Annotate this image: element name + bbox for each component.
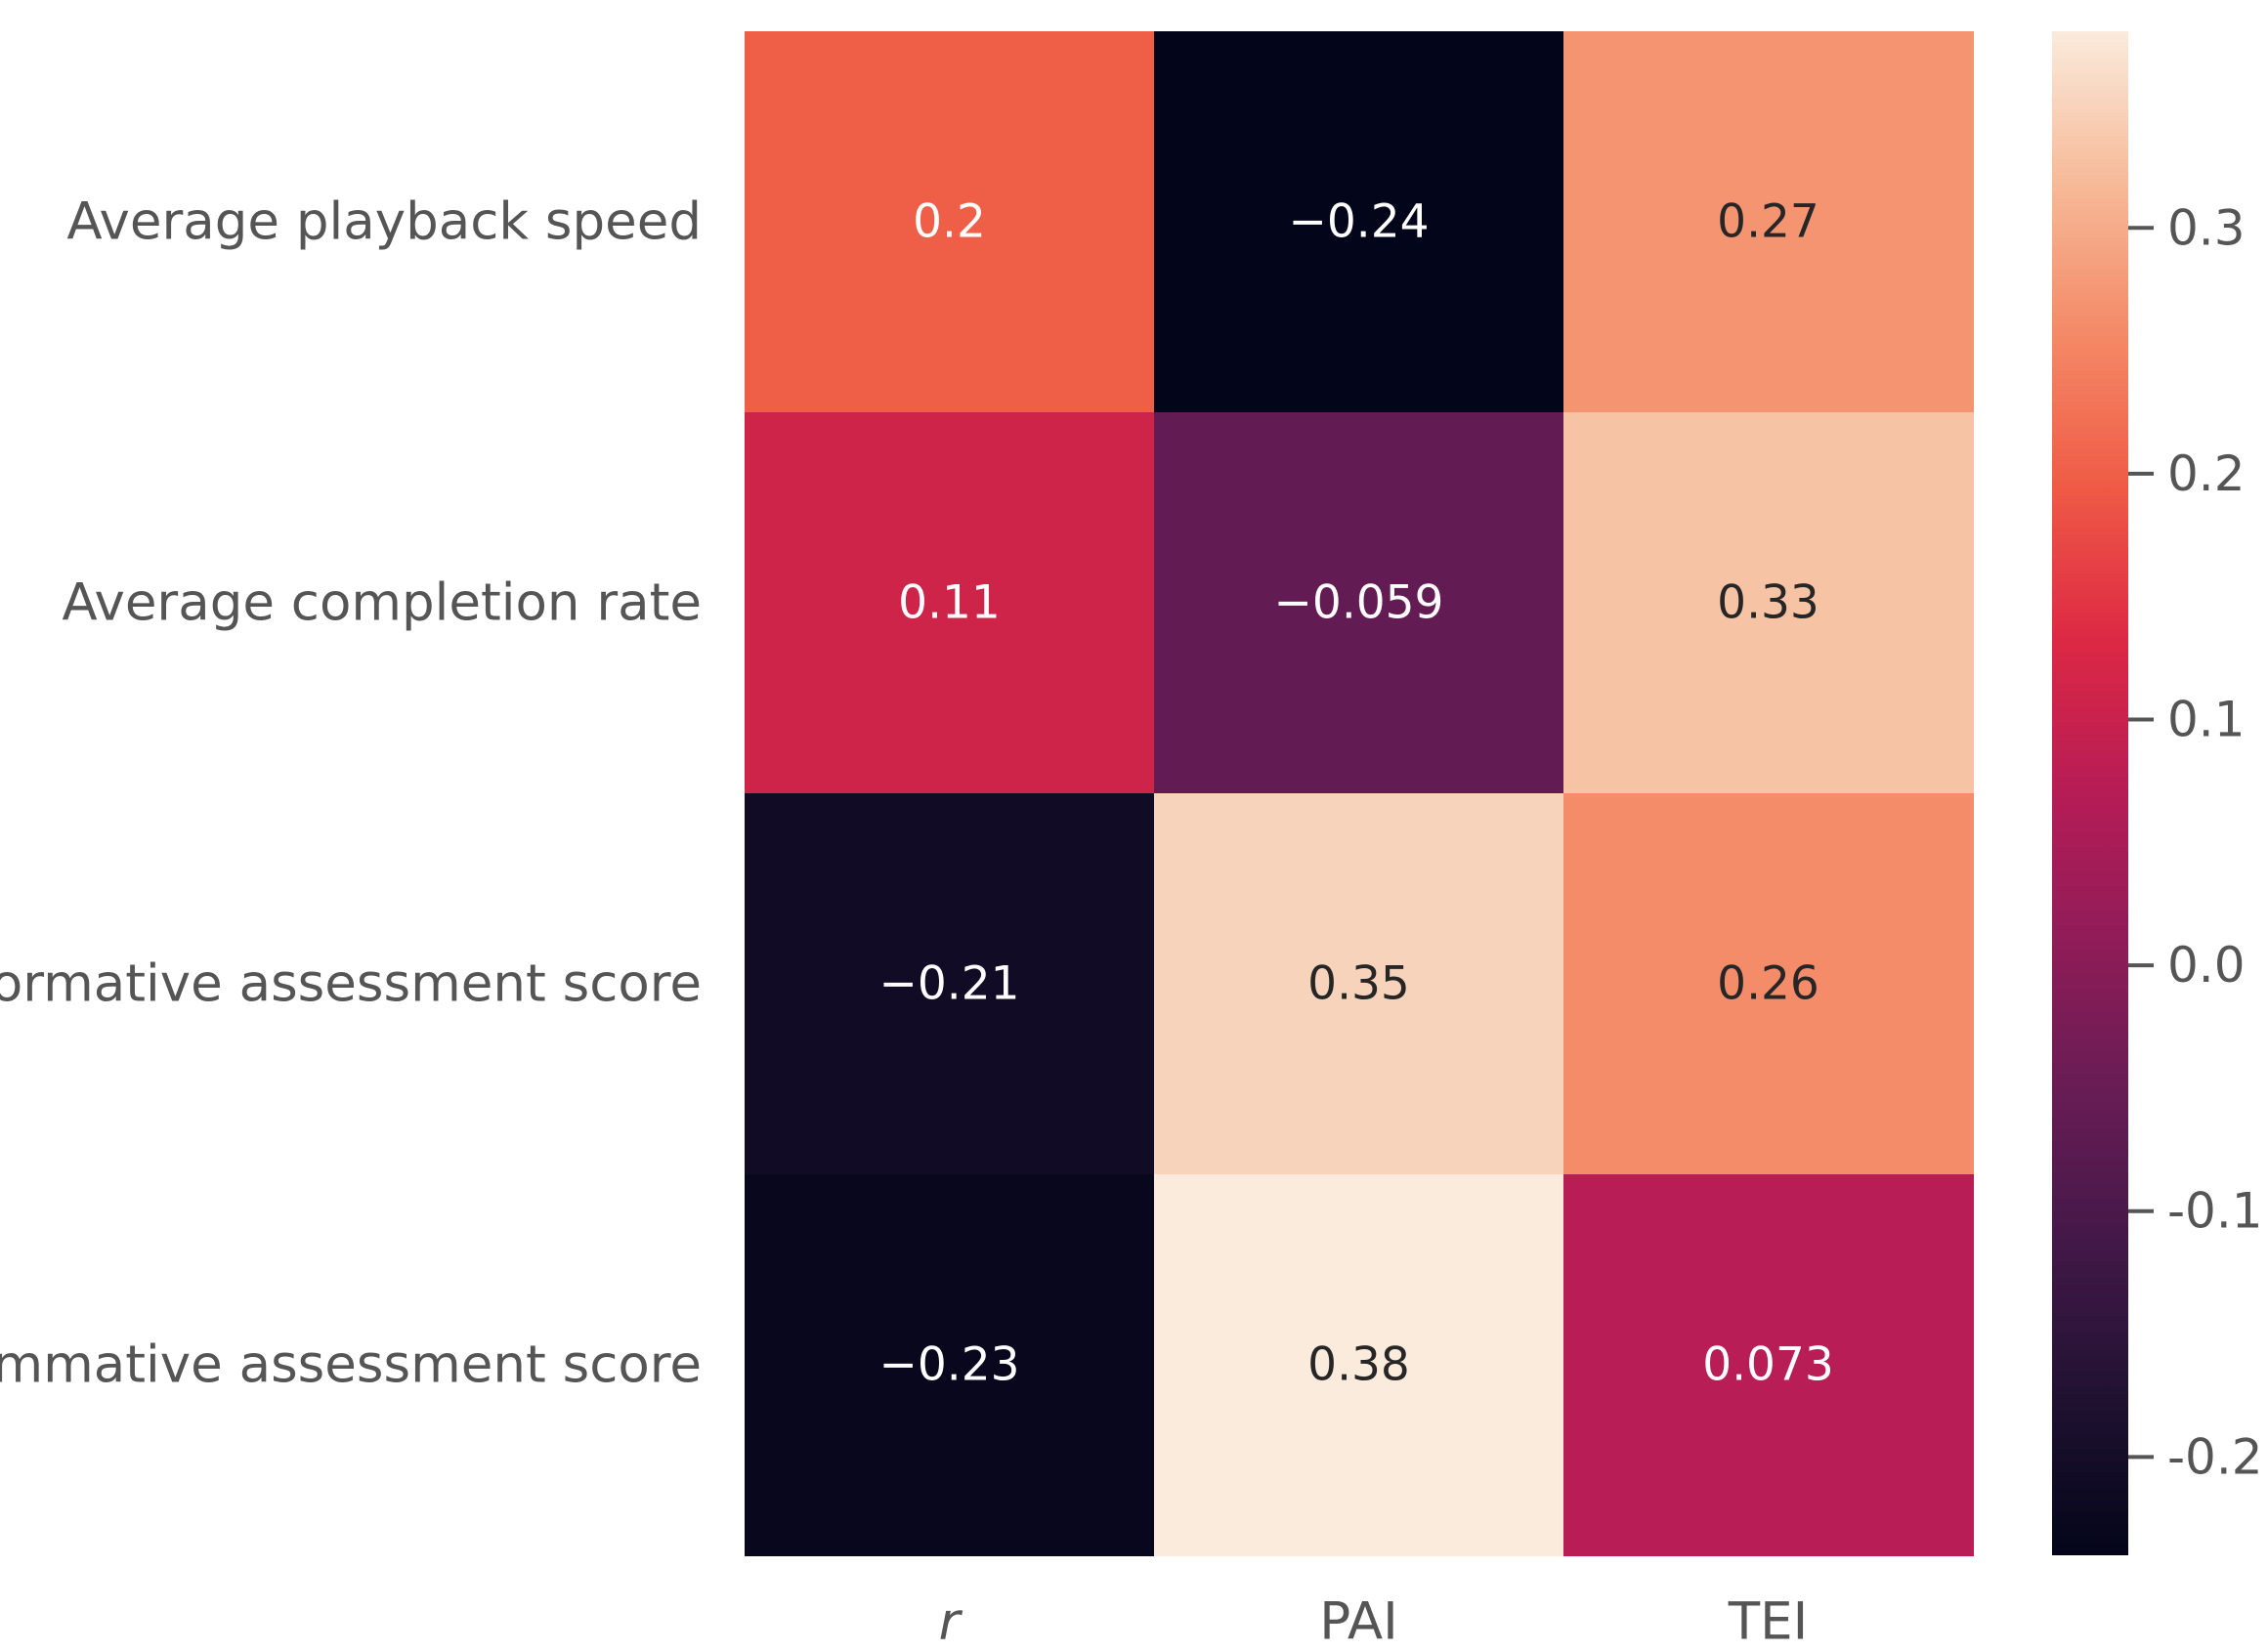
x-axis-tick-labels: r PAI TEI [939, 1592, 1809, 1652]
cell-value-label: −0.23 [878, 1338, 1019, 1392]
cell-value-label: 0.35 [1307, 957, 1410, 1011]
heatmap-cell [1563, 31, 1974, 413]
colorbar-ticks: 0.3 0.2 0.1 0.0 -0.1 -0.2 [2128, 199, 2263, 1485]
heatmap-cell [1154, 412, 1564, 794]
heatmap-cells [745, 31, 1974, 1556]
heatmap-cell [745, 412, 1155, 794]
heatmap-cell [1563, 1174, 1974, 1556]
cell-value-label: −0.24 [1288, 195, 1429, 249]
heatmap-cell [1154, 1174, 1564, 1556]
x-tick-label: PAI [1319, 1592, 1397, 1652]
colorbar-tick-label: -0.2 [2167, 1428, 2263, 1485]
colorbar-tick-label: 0.2 [2167, 445, 2246, 502]
cell-value-label: 0.073 [1702, 1338, 1834, 1392]
cell-value-label: 0.33 [1717, 576, 1819, 630]
colorbar [2052, 31, 2128, 1555]
cell-value-label: 0.11 [898, 576, 1001, 630]
colorbar-tick-label: 0.1 [2167, 692, 2246, 748]
y-tick-label: Average completion rate [62, 573, 702, 633]
heatmap-cell [1154, 793, 1564, 1175]
cell-value-label: 0.2 [913, 195, 986, 249]
heatmap-cell [1563, 412, 1974, 794]
y-tick-label: Summative assessment score [0, 1335, 702, 1395]
heatmap-cell [1154, 31, 1564, 413]
x-tick-label: TEI [1728, 1592, 1809, 1652]
cell-value-label: −0.059 [1274, 576, 1444, 630]
cell-value-label: 0.27 [1717, 195, 1819, 249]
colorbar-tick-label: 0.3 [2167, 199, 2246, 256]
cell-value-label: 0.26 [1717, 957, 1819, 1011]
cell-value-label: −0.21 [878, 957, 1019, 1011]
y-tick-label: Formative assessment score [0, 954, 702, 1014]
colorbar-tick-label: 0.0 [2167, 937, 2246, 994]
heatmap-cell [745, 1174, 1155, 1556]
colorbar-tick-label: -0.1 [2167, 1183, 2263, 1240]
heatmap-cell-labels: 0.2 −0.24 0.27 0.11 −0.059 0.33 −0.21 0.35 0.26 −… [878, 195, 1833, 1392]
heatmap-cell [745, 31, 1155, 413]
cell-value-label: 0.38 [1307, 1338, 1410, 1392]
y-tick-label: Average playback speed [66, 192, 702, 252]
x-tick-label: r [939, 1592, 963, 1652]
y-axis-tick-labels: Average playback speed Average completion… [0, 192, 702, 1395]
heatmap-cell [745, 793, 1155, 1175]
heatmap-cell [1563, 793, 1974, 1175]
